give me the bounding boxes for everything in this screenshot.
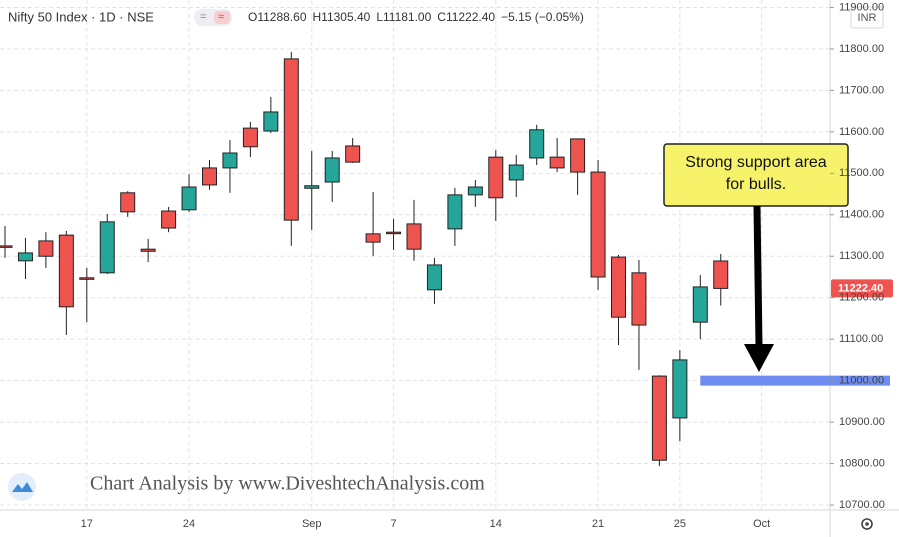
candle-body <box>529 129 545 159</box>
y-tick-label: 11600.00 <box>839 126 884 138</box>
pill-glyph: = <box>200 11 206 23</box>
candle-body <box>17 252 33 262</box>
y-tick-label: 11800.00 <box>839 43 884 55</box>
logo <box>8 473 36 501</box>
y-tick-label: 10900.00 <box>839 416 885 428</box>
ohlc-legend: O11288.60 H11305.40 L11181.00 C11222.40 −5.1… <box>248 10 584 24</box>
candle-body <box>283 58 299 221</box>
candle-body <box>38 240 54 257</box>
candle-body <box>467 186 483 196</box>
candle-body <box>713 260 729 289</box>
candle-body <box>0 245 13 248</box>
x-tick-label: 14 <box>490 518 502 530</box>
watermark: Chart Analysis by www.DiveshtechAnalysis… <box>90 473 485 495</box>
y-tick-label: 11200.00 <box>839 292 884 304</box>
y-tick-label: 11100.00 <box>839 333 883 345</box>
pill-glyph: ≈ <box>218 11 224 23</box>
callout-box <box>663 143 849 207</box>
candle-body <box>304 185 320 189</box>
x-tick-label: Sep <box>302 518 322 530</box>
candle-body <box>324 157 340 183</box>
ohlc-value: O11288.60 <box>248 10 307 24</box>
candle-body <box>99 221 115 274</box>
candle-body <box>242 127 258 148</box>
support-band <box>700 375 890 386</box>
ohlc-value: C11222.40 <box>437 10 495 24</box>
callout-text: for bulls. <box>726 176 786 193</box>
y-tick-label: 11400.00 <box>839 209 884 221</box>
grid <box>0 0 830 510</box>
x-tick-label: Oct <box>753 518 770 530</box>
candle-body <box>611 256 626 318</box>
y-tick-label: 10700.00 <box>839 499 885 511</box>
ohlc-value: L11181.00 <box>376 10 431 24</box>
candles <box>0 51 729 467</box>
candle-body <box>508 164 524 181</box>
last-price-label: 11222.40 <box>838 282 883 294</box>
candle-body <box>345 145 361 163</box>
x-tick-label: 17 <box>81 518 93 530</box>
candle-body <box>631 272 647 326</box>
x-tick-label: 7 <box>390 518 396 530</box>
ohlc-value: −5.15 (−0.05%) <box>501 10 584 24</box>
candle-body <box>120 192 136 213</box>
last-price-tag <box>831 279 893 298</box>
y-tick-label: 11300.00 <box>839 250 884 262</box>
y-tick-label: 10800.00 <box>839 457 885 469</box>
compare-icon <box>214 11 230 24</box>
candle-body <box>406 223 422 250</box>
arrow-shaft <box>753 205 763 347</box>
candle-body <box>365 233 381 243</box>
candle-body <box>222 152 238 169</box>
currency: INR <box>858 12 877 24</box>
candle-body <box>202 167 217 186</box>
candle-body <box>140 248 156 252</box>
candle-body <box>570 138 586 173</box>
x-tick-label: 21 <box>592 518 604 530</box>
candle-body <box>181 186 197 211</box>
candle-body <box>161 210 177 229</box>
candle-body <box>549 156 565 169</box>
currency-box <box>850 6 884 29</box>
x-tick-label: 24 <box>183 518 195 530</box>
y-tick-label: 11700.00 <box>839 84 884 96</box>
ohlc-value: H11305.40 <box>313 10 371 24</box>
candle-body <box>426 264 442 291</box>
candle-body <box>58 234 74 308</box>
x-tick-label: 25 <box>674 518 686 530</box>
candle-body <box>692 286 708 323</box>
candle-body <box>386 231 402 235</box>
callout-text: Strong support area <box>685 154 827 171</box>
candle-body <box>447 194 463 230</box>
y-tick-label: 11500.00 <box>839 167 884 179</box>
arrow-head <box>744 344 774 372</box>
settings-icon[interactable] <box>861 518 873 530</box>
candle-body <box>79 277 95 280</box>
candle-body <box>651 375 667 461</box>
candle-body <box>672 359 688 419</box>
y-tick-label: 11900.00 <box>839 1 884 13</box>
symbol-title: Nifty 50 Index · 1D · NSE <box>8 9 154 24</box>
candle-body <box>590 171 606 278</box>
candle-body <box>263 111 279 132</box>
candle-body <box>488 156 504 199</box>
y-tick-label: 11000.00 <box>839 375 884 387</box>
